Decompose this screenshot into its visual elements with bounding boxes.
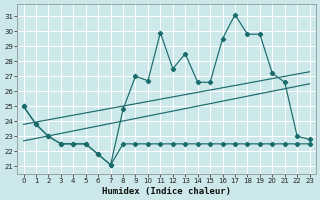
- X-axis label: Humidex (Indice chaleur): Humidex (Indice chaleur): [102, 187, 231, 196]
